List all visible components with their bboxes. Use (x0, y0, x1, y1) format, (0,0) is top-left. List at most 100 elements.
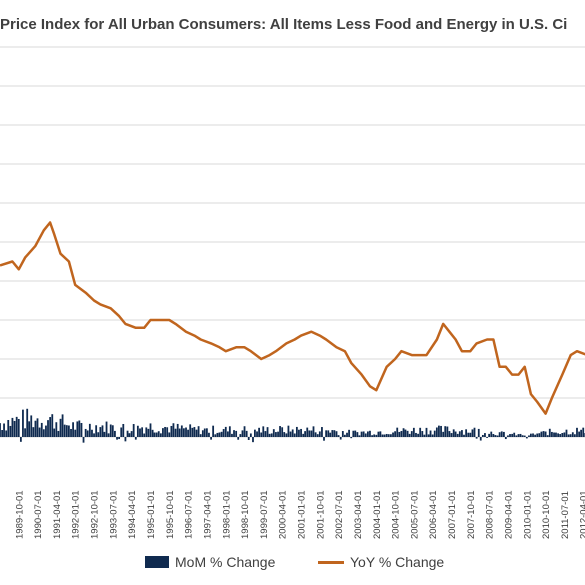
mom-bar (576, 427, 578, 437)
mom-bar (394, 431, 397, 437)
mom-bar (155, 432, 158, 437)
mom-bar (448, 431, 451, 437)
mom-bar (517, 434, 520, 437)
mom-bar (80, 422, 83, 437)
mom-bar (498, 432, 501, 437)
mom-bar (509, 434, 511, 437)
mom-bar (400, 430, 403, 437)
mom-bar (348, 429, 350, 437)
mom-bar (467, 432, 470, 437)
x-tick-label: 2011-07-01 (560, 491, 571, 539)
chart-svg: 1989-10-01 1990-07-01 1991-04-01 1992-01-01… (0, 46, 585, 539)
mom-bar (341, 431, 344, 437)
mom-bar (412, 427, 415, 437)
mom-bar (496, 435, 499, 437)
mom-bar (254, 429, 256, 437)
mom-bar (26, 408, 29, 437)
mom-bar (157, 431, 160, 437)
mom-bar (567, 434, 570, 437)
mom-bar (555, 432, 557, 437)
mom-bar (61, 414, 64, 437)
mom-bar (103, 431, 106, 437)
mom-bar (13, 420, 16, 437)
mom-bar (417, 433, 420, 437)
mom-bar (162, 428, 164, 437)
mom-bar (164, 426, 166, 437)
mom-bar (333, 430, 336, 437)
mom-bar (34, 420, 37, 437)
mom-bar (84, 428, 87, 437)
x-tick-label: 1992-01-01 (71, 490, 82, 539)
mom-bar (145, 427, 148, 437)
mom-bar (78, 420, 81, 437)
x-tick-label: 2003-04-01 (353, 490, 364, 539)
mom-bar (70, 428, 72, 437)
mom-bar (55, 422, 58, 437)
mom-bar (212, 425, 215, 437)
mom-bar (561, 433, 564, 437)
legend-item-yoy[interactable]: YoY % Change (318, 552, 444, 572)
mom-bar (57, 430, 60, 437)
legend-item-mom[interactable]: MoM % Change (145, 552, 275, 572)
mom-bar (381, 434, 384, 437)
mom-bar (3, 423, 5, 437)
mom-bar (28, 421, 31, 437)
mom-bar (364, 433, 367, 437)
mom-bar (249, 433, 252, 437)
mom-bar (185, 427, 187, 437)
mom-bar (308, 430, 311, 437)
mom-bar (523, 435, 526, 437)
mom-bar (22, 409, 24, 437)
mom-bar (306, 427, 309, 437)
mom-bar (352, 430, 355, 437)
mom-bar (233, 430, 235, 437)
mom-bar (519, 433, 522, 437)
mom-bar (63, 424, 66, 437)
mom-bar (573, 434, 576, 437)
mom-bar (452, 429, 455, 437)
mom-bar (264, 431, 267, 437)
mom-bar (17, 418, 20, 437)
mom-bar (532, 433, 534, 437)
mom-bar (291, 429, 294, 437)
x-tick-label: 2007-10-01 (466, 490, 477, 539)
mom-bar (511, 433, 514, 437)
mom-bar (151, 429, 154, 437)
mom-bar (51, 414, 54, 437)
x-tick-label: 2002-07-01 (334, 490, 345, 539)
mom-bar (325, 430, 328, 437)
mom-bar (440, 425, 442, 437)
x-tick-label: 1992-10-01 (90, 490, 101, 539)
mom-bar (540, 431, 543, 437)
mom-bar (444, 426, 447, 437)
mom-bar (168, 432, 171, 437)
x-tick-label: 2012-04-01 (579, 490, 585, 539)
mom-bar (293, 433, 296, 437)
mom-bar (235, 430, 238, 437)
mom-bar (159, 433, 162, 437)
mom-bar (285, 433, 288, 437)
mom-bar (241, 430, 244, 437)
mom-bar (289, 431, 292, 437)
mom-bar (473, 427, 476, 437)
mom-bar (569, 434, 572, 437)
mom-bar (503, 431, 505, 437)
mom-bar (134, 437, 137, 440)
mom-bar (546, 435, 549, 437)
mom-bar (281, 427, 284, 437)
mom-bar (101, 425, 104, 437)
mom-bar (343, 434, 346, 437)
mom-bar (143, 433, 146, 437)
mom-bar (373, 434, 376, 437)
mom-bar (427, 434, 430, 437)
mom-bar (323, 437, 325, 441)
mom-bar (147, 428, 150, 437)
mom-bar (0, 423, 1, 437)
x-axis-ticks: 1989-10-01 1990-07-01 1991-04-01 1992-01-01… (14, 490, 585, 539)
mom-bar (91, 429, 93, 437)
mom-bar (492, 434, 495, 437)
mom-bar (59, 418, 62, 437)
mom-bar (176, 423, 179, 437)
mom-bar (72, 422, 74, 437)
mom-bar (272, 429, 275, 437)
